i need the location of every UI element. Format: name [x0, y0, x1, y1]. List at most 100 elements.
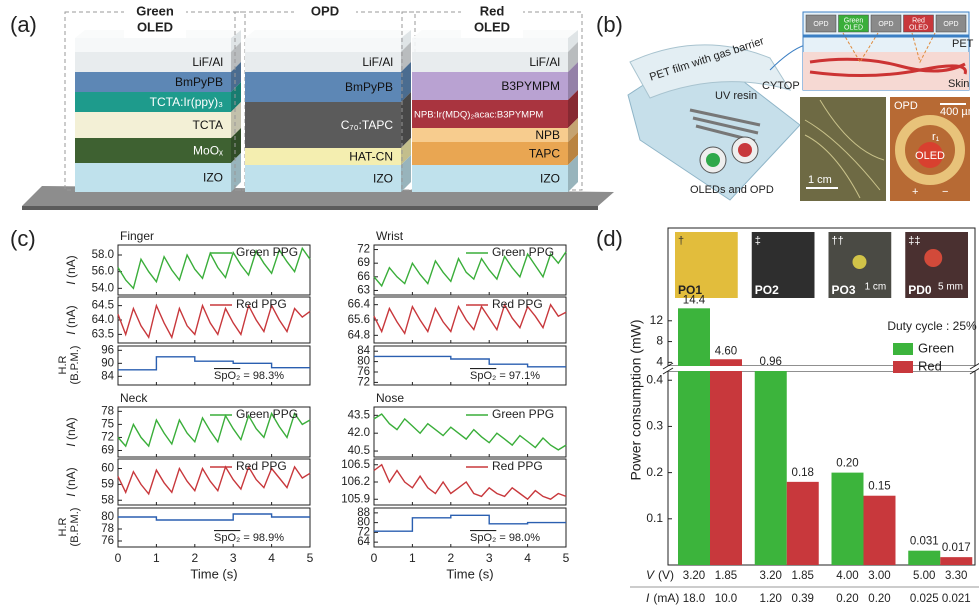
value-label: 0.18 [792, 467, 814, 479]
y-axis-label: I (nA) [64, 255, 78, 284]
unit: (nA) [64, 305, 78, 331]
y-tick-label: 75 [101, 418, 114, 430]
panel-label: (a) [10, 12, 37, 37]
value-label: 0.031 [910, 536, 939, 548]
label: + [912, 186, 918, 198]
y-tick-label: 12 [650, 313, 664, 327]
bar [908, 551, 940, 565]
spo2-name: SpO₂ [214, 370, 240, 382]
label: − [942, 186, 948, 198]
x-tick-label: PD0 [908, 283, 932, 297]
layer-label: HAT-CN [349, 150, 393, 164]
y-axis-label: H.R [57, 355, 69, 374]
x-tick-label: 5 [307, 551, 314, 565]
label: UV resin [715, 90, 757, 102]
x-tick-label: 2 [447, 551, 454, 565]
stack-cap [412, 38, 568, 52]
row-label: V(V) [646, 568, 674, 582]
table-cell: 5.00 [913, 570, 935, 582]
x-tick-label: 0 [115, 551, 122, 565]
panel-b-art: PET film with gas barrier UV resin CYTOP… [628, 12, 977, 201]
y-axis-label: (B.P.M.) [69, 346, 81, 385]
layer-label: LiF/Al [362, 55, 393, 69]
unit: (mA) [653, 591, 679, 605]
y-axis-label: I (nA) [64, 417, 78, 446]
layer-label: BmPyPB [345, 80, 393, 94]
green-oled [706, 153, 720, 167]
x-tick-label: 4 [268, 551, 275, 565]
stack-cap [75, 38, 231, 52]
y-tick-label: 96 [101, 344, 114, 356]
table-cell: 0.025 [910, 593, 939, 605]
layer-label: IZO [373, 172, 393, 186]
cs-label: OLED [844, 24, 863, 31]
y-tick-label: 63.5 [92, 328, 114, 340]
y-tick-label: 72 [357, 376, 370, 388]
y-tick-label: 65.6 [348, 314, 370, 326]
spo2-name: SpO₂ [214, 532, 240, 544]
y-axis-label: I (nA) [64, 467, 78, 496]
y-tick-label: 72 [101, 431, 114, 443]
y-tick-label: 80 [357, 356, 370, 368]
label: OLEDs and OPD [690, 184, 774, 196]
layer-label: B3PYMPM [501, 79, 560, 93]
x-tick-label: PO3 [832, 283, 856, 297]
x-tick-label: PO2 [755, 283, 779, 297]
layer-label: LiF/Al [529, 55, 560, 69]
y-axis-label: (B.P.M.) [69, 508, 81, 547]
legend-label: Red [918, 358, 942, 373]
bar [678, 371, 710, 565]
var: V [646, 568, 655, 582]
table-cell: 0.39 [792, 593, 814, 605]
legend-swatch [893, 361, 913, 373]
spo2-note: SpO₂ = 98.9% [214, 532, 284, 544]
photo-mark: †† [832, 235, 844, 247]
layer-label: IZO [203, 171, 223, 185]
unit: (nA) [64, 417, 78, 443]
table-cell: 3.30 [945, 570, 967, 582]
legend-label: Green PPG [492, 245, 554, 259]
y-tick-label: 78 [101, 523, 114, 535]
spo2-name: SpO₂ [470, 532, 496, 544]
x-axis-label: Time (s) [190, 566, 237, 581]
y-tick-label: 106.5 [341, 459, 370, 471]
panel-label: (c) [10, 226, 36, 251]
heart-rate-line [118, 514, 310, 520]
substrate-edge [22, 206, 598, 210]
y-tick-label: 56.0 [92, 266, 114, 278]
y-tick-label: 66.4 [348, 299, 371, 311]
layer-label: C₇₀:TAPC [341, 118, 394, 132]
y-tick-label: 64.8 [348, 329, 370, 341]
table-cell: 0.021 [942, 593, 971, 605]
legend-swatch [893, 343, 913, 355]
legend-label: Red PPG [492, 459, 543, 473]
cs-label: Red [912, 17, 925, 24]
layer-label: LiF/Al [192, 55, 223, 69]
label: 400 µm [940, 106, 977, 118]
x-tick-label: 3 [230, 551, 237, 565]
subplot-title: Neck [120, 391, 148, 405]
layer-label: TCTA [193, 118, 223, 132]
spo2-value: = 98.3% [240, 370, 284, 382]
spo2-value: = 97.1% [496, 370, 540, 382]
annotation: Duty cycle : 25% [887, 319, 977, 333]
var: I [646, 591, 650, 605]
label: OLED [915, 150, 945, 162]
label: CYTOP [762, 80, 800, 92]
y-tick-label: 42.0 [348, 427, 370, 439]
layer-label: NPB:Ir(MDQ)₂acac:B3PYMPM [414, 110, 543, 121]
subplot-title: Wrist [376, 229, 404, 243]
value-label: 0.017 [942, 542, 971, 554]
y-tick-label: 59 [101, 478, 114, 490]
red-oled [738, 143, 752, 157]
legend-label: Green PPG [236, 407, 298, 421]
spo2-note: SpO₂ = 98.3% [214, 370, 284, 382]
x-axis-label: Time (s) [446, 566, 493, 581]
stack-title: OPD [311, 3, 339, 18]
photo-mark: ‡‡ [908, 235, 920, 247]
heart-rate-line [374, 515, 566, 531]
legend-label: Green PPG [492, 407, 554, 421]
spo2-note: SpO₂ = 98.0% [470, 532, 540, 544]
photo-scale: 1 cm [865, 282, 887, 293]
stack-title: OLED [474, 19, 510, 34]
